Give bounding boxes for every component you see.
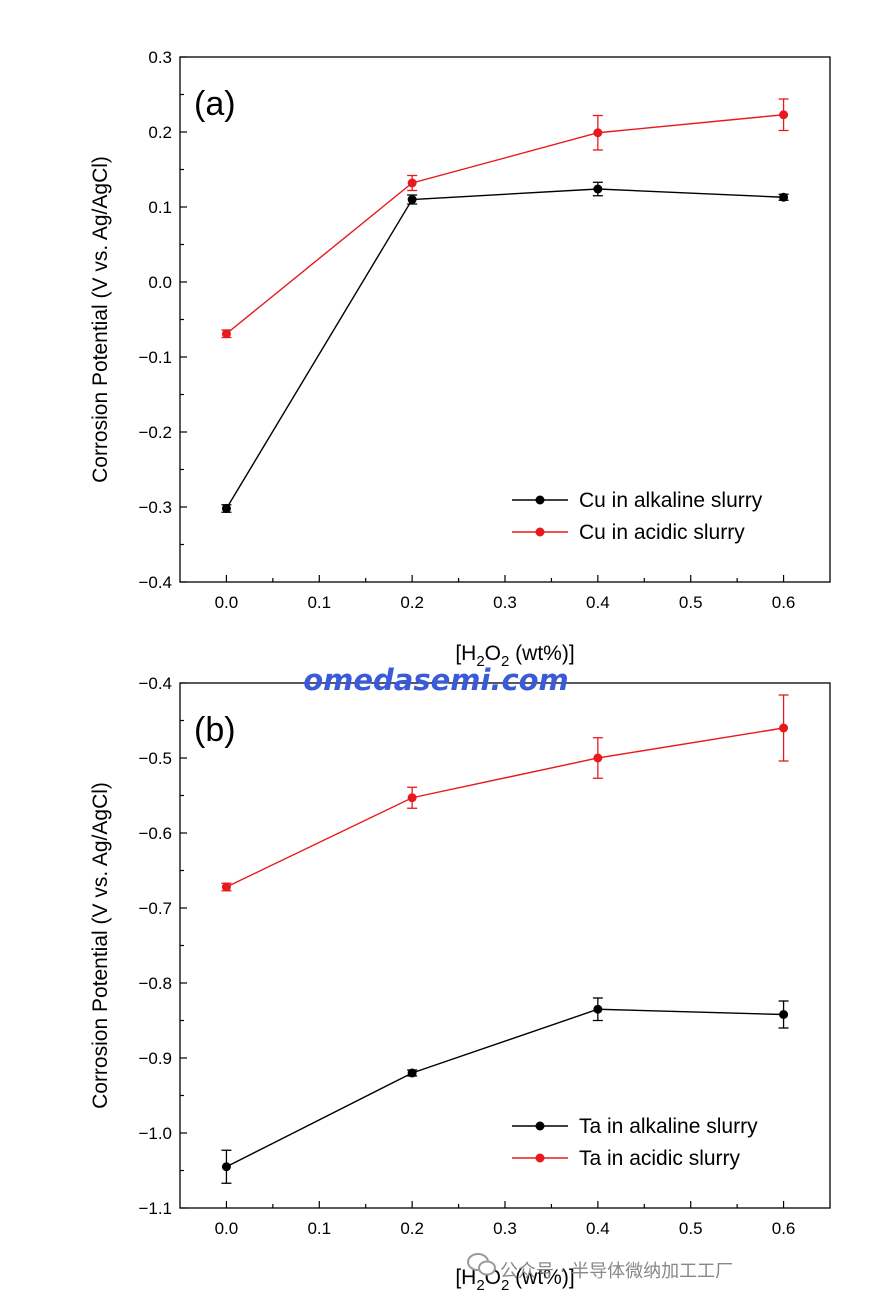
y-tick-label: −0.4 <box>138 674 172 693</box>
data-point <box>221 504 231 513</box>
data-point <box>593 184 603 194</box>
data-point <box>221 329 231 339</box>
y-tick-label: −0.7 <box>138 899 172 918</box>
x-tick-label: 0.0 <box>215 1219 239 1238</box>
legend-label: Ta in acidic slurry <box>579 1147 741 1170</box>
wechat-icon <box>467 1253 496 1276</box>
x-tick-label: 0.4 <box>586 1219 610 1238</box>
y-tick-label: −1.1 <box>138 1199 172 1218</box>
x-tick-label: 0.3 <box>493 593 517 612</box>
legend-marker <box>535 1153 545 1163</box>
x-axis-label: [H2O2 (wt%)] <box>455 1266 574 1294</box>
x-tick-label: 0.5 <box>679 593 703 612</box>
data-point <box>407 1068 417 1078</box>
x-tick-label: 0.2 <box>400 1219 424 1238</box>
x-tick-label: 0.2 <box>400 593 424 612</box>
y-tick-label: 0.1 <box>148 198 172 217</box>
series-line <box>226 1008 784 1168</box>
legend-marker <box>535 1121 545 1131</box>
data-point <box>407 178 417 188</box>
series-line <box>226 727 784 888</box>
watermark-text: omedasemi.com <box>303 663 569 697</box>
footer-text: 公众号 · 半导体微纳加工工厂 <box>500 1261 733 1282</box>
footer: 公众号 · 半导体微纳加工工厂 <box>467 1253 733 1282</box>
legend-marker <box>535 527 545 537</box>
panel-a: 0.0 0.1 0.2 0.3 0.4 0.5 0.6 −0.4 −0.3 −0.2 −0.1 0.0… <box>89 48 831 670</box>
y-tick-label: −0.5 <box>138 749 172 768</box>
y-tick-label: −0.1 <box>138 348 172 367</box>
x-axis-label: [H2O2 (wt%)] <box>455 642 574 670</box>
legend-label: Ta in alkaline slurry <box>579 1115 758 1138</box>
x-tick-label: 0.3 <box>493 1219 517 1238</box>
y-tick-label: −0.6 <box>138 824 172 843</box>
data-point <box>407 793 417 803</box>
legend: Cu in alkaline slurry Cu in acidic slurry <box>512 489 763 544</box>
y-tick-label: −0.2 <box>138 423 172 442</box>
y-tick-label: −0.8 <box>138 974 172 993</box>
data-point <box>593 128 603 138</box>
x-tick-label: 0.6 <box>772 1219 796 1238</box>
legend-label: Cu in alkaline slurry <box>579 489 763 512</box>
x-tick-label: 0.1 <box>307 1219 331 1238</box>
x-tick-label: 0.6 <box>772 593 796 612</box>
data-point <box>593 753 603 763</box>
data-point <box>779 1010 789 1019</box>
y-axis-label: Corrosion Potential (V vs. Ag/AgCl) <box>89 156 112 483</box>
panel-label: (a) <box>194 85 236 123</box>
y-tick-label: −0.4 <box>138 573 172 592</box>
legend-label: Cu in acidic slurry <box>579 521 745 544</box>
x-tick-label: 0.4 <box>586 593 610 612</box>
data-point <box>407 195 417 204</box>
y-tick-label: 0.0 <box>148 273 172 292</box>
legend-marker <box>535 495 545 505</box>
x-tick-label: 0.5 <box>679 1219 703 1238</box>
data-point <box>779 192 789 202</box>
y-axis-label: Corrosion Potential (V vs. Ag/AgCl) <box>89 782 112 1109</box>
y-tick-label: −0.9 <box>138 1049 172 1068</box>
series-acidic <box>221 98 789 339</box>
panel-label: (b) <box>194 711 236 749</box>
x-tick-label: 0.1 <box>307 593 331 612</box>
series-alkaline <box>221 181 789 513</box>
data-point <box>221 1162 231 1172</box>
data-point <box>779 110 789 120</box>
series-line <box>225 188 784 509</box>
data-point <box>779 723 789 733</box>
series-line <box>225 114 784 335</box>
y-tick-label: 0.2 <box>148 123 172 142</box>
y-tick-label: 0.3 <box>148 48 172 67</box>
y-tick-label: −0.3 <box>138 498 172 517</box>
y-tick-label: −1.0 <box>138 1124 172 1143</box>
legend: Ta in alkaline slurry Ta in acidic slurry <box>512 1115 758 1170</box>
data-point <box>593 1004 603 1014</box>
series-acidic <box>221 694 789 892</box>
x-tick-label: 0.0 <box>215 593 239 612</box>
series-alkaline <box>221 997 789 1184</box>
panel-b: 0.0 0.1 0.2 0.3 0.4 0.5 0.6 −1.1 −1.0 −0.9 −0.8 −0.… <box>89 674 831 1294</box>
data-point <box>221 882 231 892</box>
